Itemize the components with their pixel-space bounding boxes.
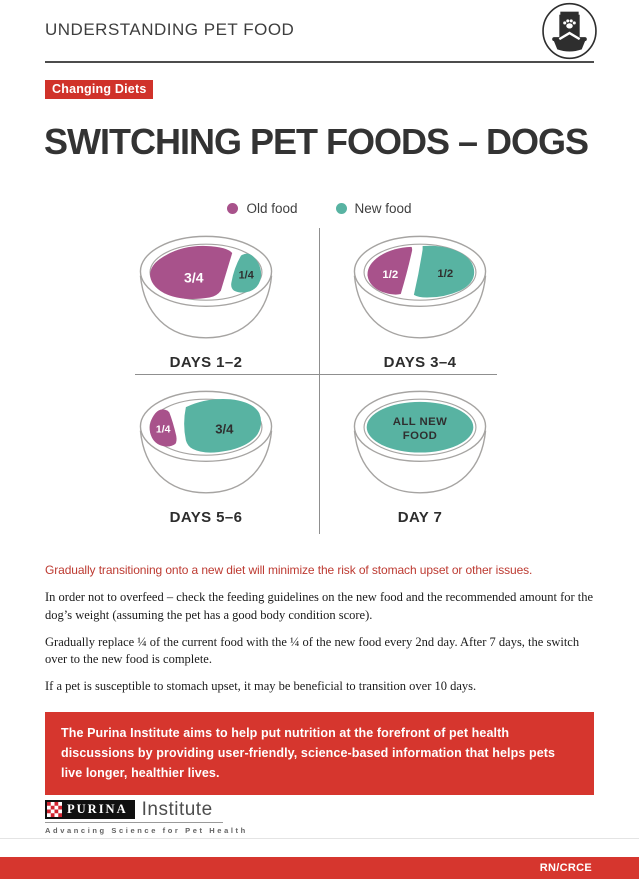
paragraph-replace-quarter: Gradually replace ¼ of the current food … bbox=[45, 634, 580, 667]
bowl-caption: DAYS 1–2 bbox=[169, 354, 243, 371]
paragraph-stomach-upset: If a pet is susceptible to stomach upset… bbox=[45, 679, 477, 693]
purina-institute-callout: The Purina Institute aims to help put nu… bbox=[45, 712, 594, 795]
all-new-food-label-line2: FOOD bbox=[403, 430, 438, 442]
footer-divider bbox=[0, 838, 639, 839]
bowl-days-1-2: 3/4 1/4 DAYS 1–2 bbox=[106, 232, 306, 371]
legend: Old food New food bbox=[0, 201, 639, 216]
transition-diagram: 3/4 1/4 DAYS 1–2 1/2 1/2 DAYS 3–4 bbox=[45, 226, 594, 538]
new-food-fraction-label: 1/2 bbox=[437, 268, 453, 280]
new-food-portion bbox=[231, 253, 262, 293]
old-food-portion bbox=[367, 246, 413, 295]
legend-label-old: Old food bbox=[246, 201, 298, 216]
bowl-graphic-day-7: ALL NEW FOOD bbox=[353, 390, 487, 494]
institute-wordmark: Institute bbox=[141, 799, 213, 820]
bowl-caption: DAY 7 bbox=[397, 509, 443, 526]
bowl-days-3-4: 1/2 1/2 DAYS 3–4 bbox=[320, 232, 520, 371]
legend-label-new: New food bbox=[354, 201, 412, 216]
logo-divider bbox=[45, 822, 223, 823]
paragraph-overfeed: In order not to overfeed – check the fee… bbox=[45, 590, 594, 622]
new-food-portion bbox=[184, 398, 262, 453]
diagram-vertical-divider bbox=[319, 228, 320, 534]
bowl-graphic-days-3-4: 1/2 1/2 bbox=[353, 235, 487, 339]
bowl-caption: DAYS 3–4 bbox=[383, 354, 457, 371]
old-food-fraction-label: 3/4 bbox=[184, 269, 204, 285]
old-food-dot-icon bbox=[227, 203, 239, 214]
legend-item-old-food: Old food bbox=[227, 201, 298, 216]
purina-checkerboard-icon bbox=[47, 802, 62, 817]
old-food-fraction-label: 1/4 bbox=[156, 424, 171, 435]
header-divider bbox=[45, 61, 594, 63]
diagram-horizontal-divider bbox=[135, 374, 497, 375]
bowl-day-7: ALL NEW FOOD DAY 7 bbox=[320, 387, 520, 526]
purina-institute-logo: PURINA Institute Advancing Science for P… bbox=[45, 800, 248, 835]
logo-lockup: PURINA Institute bbox=[45, 800, 248, 819]
pet-food-bag-and-bowl-icon bbox=[542, 2, 597, 60]
old-food-fraction-label: 1/2 bbox=[382, 269, 398, 281]
new-food-fraction-label: 1/4 bbox=[239, 270, 254, 282]
doc-code: RN/CRCE bbox=[539, 862, 592, 874]
bowl-graphic-days-5-6: 1/4 3/4 bbox=[139, 390, 273, 494]
new-food-portion bbox=[366, 401, 474, 453]
all-new-food-label-line1: ALL NEW bbox=[393, 416, 448, 428]
bottom-bar: RN/CRCE bbox=[0, 857, 639, 879]
old-food-portion bbox=[149, 409, 177, 447]
purina-wordmark: PURINA bbox=[67, 802, 128, 816]
bowl-graphic-days-1-2: 3/4 1/4 bbox=[139, 235, 273, 339]
new-food-dot-icon bbox=[335, 203, 347, 214]
body-text: In order not to overfeed – check the fee… bbox=[45, 589, 594, 705]
new-food-fraction-label: 3/4 bbox=[215, 421, 234, 436]
highlight-sentence: Gradually transitioning onto a new diet … bbox=[45, 563, 533, 577]
new-food-portion bbox=[413, 245, 475, 298]
purina-wordmark-box: PURINA bbox=[45, 800, 135, 819]
bowl-days-5-6: 1/4 3/4 DAYS 5–6 bbox=[106, 387, 306, 526]
legend-item-new-food: New food bbox=[335, 201, 412, 216]
bowl-caption: DAYS 5–6 bbox=[169, 509, 243, 526]
logo-tagline: Advancing Science for Pet Health bbox=[45, 826, 248, 835]
topic-badge: Changing Diets bbox=[45, 80, 154, 99]
page-title: SWITCHING PET FOODS – DOGS bbox=[44, 121, 589, 162]
header-title: UNDERSTANDING PET FOOD bbox=[45, 20, 295, 39]
old-food-portion bbox=[150, 245, 233, 300]
